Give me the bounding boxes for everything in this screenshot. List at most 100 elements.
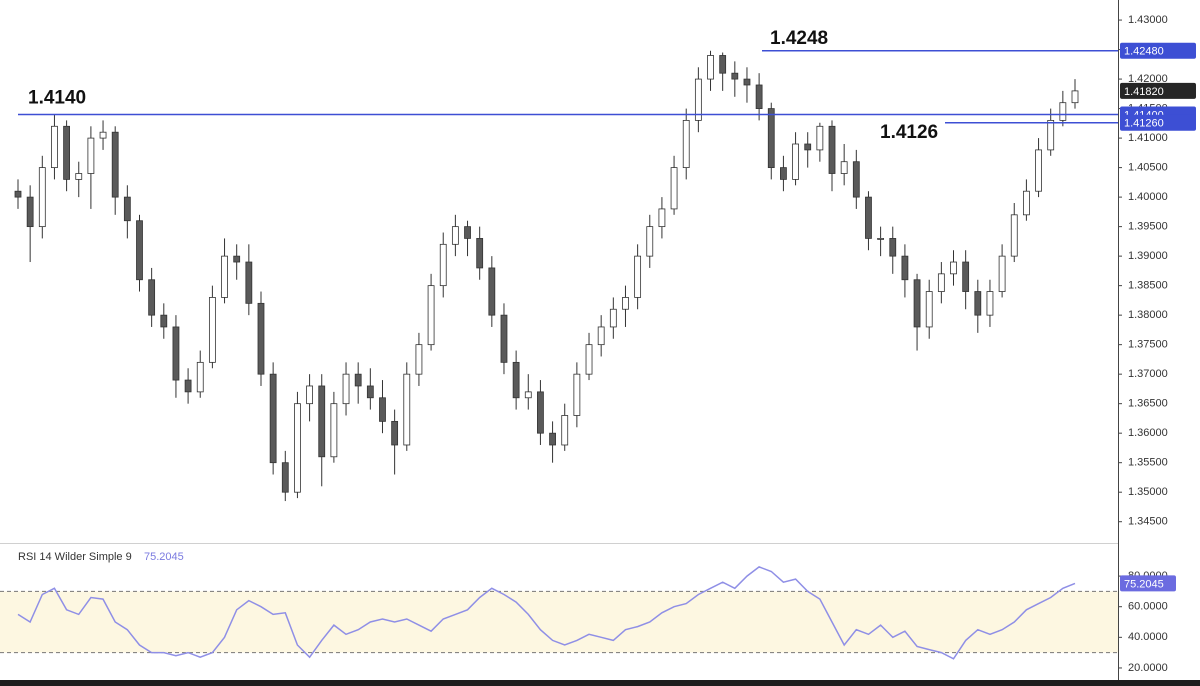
- y-tick-label: 1.40000: [1128, 191, 1168, 203]
- candle-body: [950, 261, 957, 275]
- candle-body: [99, 131, 107, 139]
- candle-body: [208, 297, 216, 363]
- price-badge: [1120, 42, 1196, 59]
- candle-body: [646, 226, 654, 257]
- candle-body: [1059, 102, 1067, 121]
- candle-body: [609, 308, 617, 328]
- candle-body: [755, 84, 763, 109]
- candle-body: [281, 462, 289, 493]
- candle-body: [682, 119, 690, 169]
- candle-body: [379, 397, 386, 422]
- candle-body: [913, 279, 921, 328]
- candle-body: [1023, 190, 1030, 216]
- y-tick-label: 1.38500: [1128, 280, 1168, 292]
- candle-body: [780, 167, 787, 180]
- candle-body: [160, 314, 168, 328]
- rsi-title: RSI 14 Wilder Simple 9: [18, 551, 132, 563]
- price-badge-label: 1.41260: [1124, 118, 1164, 130]
- candle-body: [1010, 214, 1018, 257]
- level-label: 1.4248: [770, 28, 828, 49]
- candle-body: [792, 143, 799, 180]
- candle-body: [719, 55, 727, 74]
- price-badge: [1120, 82, 1196, 99]
- bottom-bar: [0, 680, 1200, 686]
- candle-body: [184, 379, 192, 393]
- candle-body: [148, 279, 156, 316]
- candle-body: [865, 196, 872, 239]
- candle-body: [245, 261, 253, 304]
- price-badge-label: 1.41820: [1124, 86, 1164, 98]
- candle-body: [731, 72, 739, 80]
- candle-body: [51, 125, 58, 169]
- candle-body: [269, 373, 277, 464]
- level-label: 1.4140: [28, 88, 86, 109]
- y-tick-label: 1.39000: [1128, 250, 1168, 262]
- candle-body: [439, 243, 447, 287]
- candle-body: [901, 255, 909, 281]
- candle-body: [476, 238, 484, 269]
- y-tick-label: 20.0000: [1128, 662, 1168, 674]
- candle-body: [1035, 149, 1042, 192]
- candle-body: [622, 297, 629, 310]
- candle-body: [925, 291, 933, 328]
- candle-body: [707, 55, 714, 80]
- candle-body: [889, 238, 897, 257]
- candle-body: [366, 385, 374, 399]
- candle-body: [415, 344, 423, 375]
- candle-body: [427, 285, 435, 346]
- candle-body: [403, 373, 411, 446]
- candle-body: [26, 196, 34, 228]
- candle-body: [136, 220, 143, 281]
- candle-body: [87, 137, 95, 174]
- y-tick-label: 1.38000: [1128, 309, 1168, 321]
- candle-body: [342, 373, 350, 405]
- candle-body: [391, 420, 399, 446]
- candle-body: [743, 78, 751, 86]
- candle-body: [840, 161, 848, 174]
- y-tick-label: 1.34500: [1128, 516, 1168, 528]
- candle-body: [597, 326, 605, 346]
- y-tick-label: 1.43000: [1128, 14, 1168, 26]
- candle-body: [123, 196, 131, 222]
- y-tick-label: 60.0000: [1128, 601, 1168, 613]
- y-tick-label: 1.42000: [1128, 73, 1168, 85]
- y-tick-label: 40.0000: [1128, 631, 1168, 643]
- candle-body: [585, 344, 593, 375]
- candle-body: [196, 361, 204, 393]
- candle-body: [318, 385, 326, 458]
- rsi-badge-label: 75.2045: [1124, 578, 1164, 590]
- candle-body: [306, 385, 313, 405]
- candle-body: [974, 291, 982, 316]
- rsi-badge: [1120, 575, 1176, 592]
- candle-body: [634, 255, 642, 298]
- candle-body: [694, 78, 702, 121]
- price-badge: [1120, 114, 1196, 131]
- candle-body: [962, 261, 970, 292]
- level-label: 1.4126: [880, 122, 938, 143]
- y-tick-label: 1.37500: [1128, 339, 1168, 351]
- candle-body: [512, 361, 520, 399]
- candle-body: [294, 403, 301, 493]
- candle-body: [658, 208, 666, 228]
- rsi-line: [17, 566, 1076, 660]
- candle-body: [257, 302, 265, 375]
- candle-body: [998, 255, 1006, 292]
- candle-body: [828, 125, 836, 174]
- candle-body: [1071, 90, 1079, 104]
- candle-body: [500, 314, 508, 363]
- candle-body: [488, 267, 496, 316]
- candle-body: [986, 291, 994, 316]
- y-tick-label: 1.35000: [1128, 486, 1168, 498]
- candle-body: [14, 190, 22, 198]
- candle-body: [549, 432, 556, 446]
- candle-body: [464, 226, 471, 239]
- candle-body: [561, 415, 569, 446]
- candle-body: [1047, 119, 1055, 151]
- candle-body: [38, 167, 46, 228]
- y-tick-label: 1.39500: [1128, 221, 1168, 233]
- y-tick-label: 1.41000: [1128, 132, 1168, 144]
- y-tick-label: 1.36000: [1128, 427, 1168, 439]
- y-tick-label: 1.35500: [1128, 457, 1168, 469]
